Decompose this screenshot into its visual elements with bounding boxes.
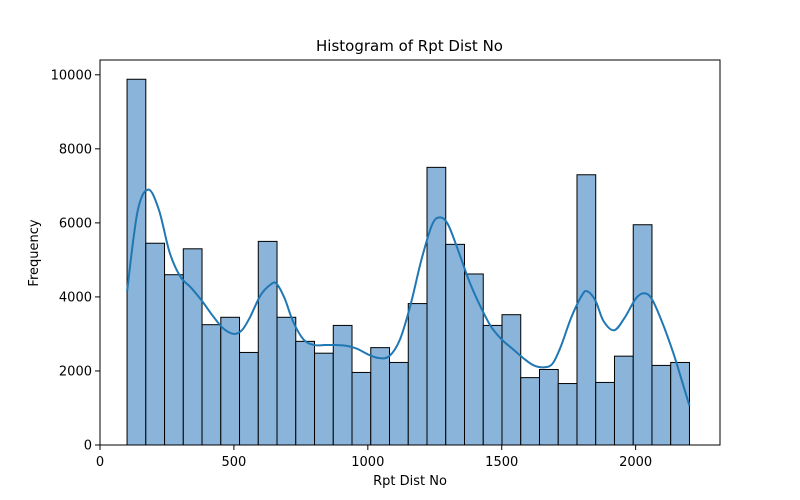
histogram-bar [482, 324, 503, 446]
plot-frame [99, 59, 721, 446]
histogram-bar [501, 314, 522, 446]
histogram-bar [257, 240, 278, 446]
histogram-bar [557, 383, 578, 446]
histogram-bar [332, 324, 353, 446]
histogram-bar [164, 274, 184, 446]
y-axis-label: Frequency [27, 219, 42, 286]
y-tick-label: 10000 [51, 68, 92, 83]
histogram-bar [595, 381, 615, 446]
histogram-bar [276, 316, 297, 446]
chart-title: Histogram of Rpt Dist No [316, 37, 503, 55]
y-tick-label: 6000 [59, 216, 92, 231]
histogram-bar [520, 377, 540, 446]
histogram-bar [632, 224, 653, 446]
x-axis-label: Rpt Dist No [373, 474, 447, 489]
histogram-bars [126, 78, 690, 446]
y-tick-label: 0 [84, 439, 92, 454]
histogram-bar [464, 273, 484, 446]
histogram-bar [613, 355, 634, 446]
histogram-bar [295, 340, 316, 446]
y-tick-label: 8000 [59, 142, 92, 157]
histogram-bar [426, 166, 447, 446]
kde-curve [126, 188, 691, 407]
histogram-bar [370, 347, 391, 446]
histogram-bar [576, 174, 597, 446]
x-axis-ticks: 0 500 1000 1500 2000 [96, 445, 652, 470]
y-axis-ticks: 0 2000 4000 6000 8000 10000 [51, 68, 100, 454]
histogram-bar [407, 303, 428, 446]
histogram-bar [239, 351, 259, 446]
x-tick-label: 0 [96, 455, 104, 470]
histogram-bar [220, 316, 241, 446]
histogram-bar [201, 324, 222, 446]
x-tick-label: 1500 [485, 455, 518, 470]
x-tick-label: 2000 [619, 455, 652, 470]
y-tick-label: 4000 [59, 290, 92, 305]
x-tick-label: 1000 [351, 455, 384, 470]
y-tick-label: 2000 [59, 364, 92, 379]
x-tick-label: 500 [221, 455, 246, 470]
histogram-bar [389, 361, 409, 446]
histogram-bar [538, 368, 559, 446]
histogram-bar [145, 242, 166, 446]
histogram-bar [314, 352, 334, 446]
histogram-bar [351, 371, 372, 446]
histogram-bar [651, 364, 672, 446]
histogram-bar [445, 243, 466, 446]
histogram-bar [182, 248, 203, 446]
